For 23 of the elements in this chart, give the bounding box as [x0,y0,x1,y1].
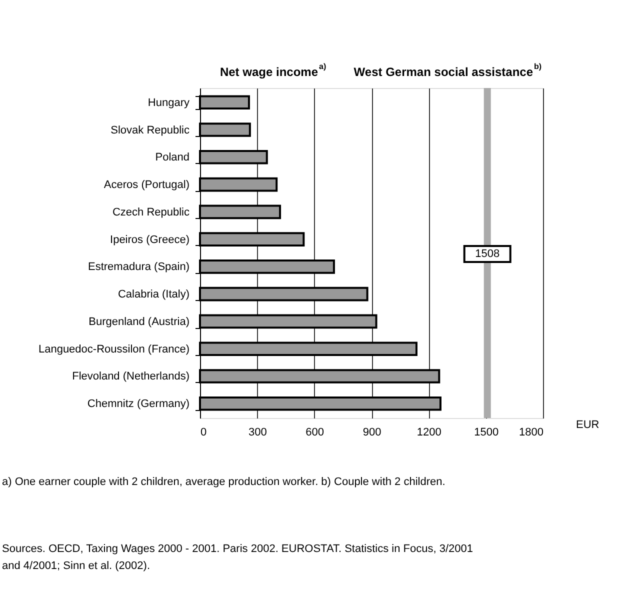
y-tick-label: Czech Republic [112,206,190,218]
y-tick-label: Hungary [148,96,190,109]
y-tick-label: Estremadura (Spain) [88,261,190,274]
x-tick-label: 600 [306,426,324,438]
source-note: Sources. OECD, Taxing Wages 2000 - 2001. Paris 2002. EUROSTAT. Statistics in Focus, 3/2001 and 4/2001; Sinn et al. (2002). [2,543,473,572]
text: a) One earner couple with 2 children, average production worker. b) Couple with 2 children. [2,476,446,488]
x-tick-label: 0 [200,426,207,438]
x-tick-label: 1800 [519,426,544,438]
x-tick-label: 300 [248,426,267,438]
y-tick-label: Poland [155,152,190,164]
y-tick-label: Slovak Republic [110,124,190,136]
y-tick-label: Ipeiros (Greece) [110,234,190,246]
y-tick-label: Calabria (Italy) [118,288,190,301]
x-tick-label: 1500 [474,426,499,438]
x-tick-label: 1200 [416,426,442,438]
x-tick-label: 900 [362,426,382,438]
y-tick-label: Languedoc-Roussilon (France) [38,343,190,356]
x-axis-title: EUR [576,419,600,431]
y-tick-label: Burgenland (Austria) [88,316,190,328]
y-tick-label: Aceros (Portugal) [104,179,190,192]
y-tick-label: Chemnitz (Germany) [87,398,190,410]
y-tick-label: Flevoland (Netherlands) [72,370,190,383]
ref-line-label: 1508 [475,248,500,260]
